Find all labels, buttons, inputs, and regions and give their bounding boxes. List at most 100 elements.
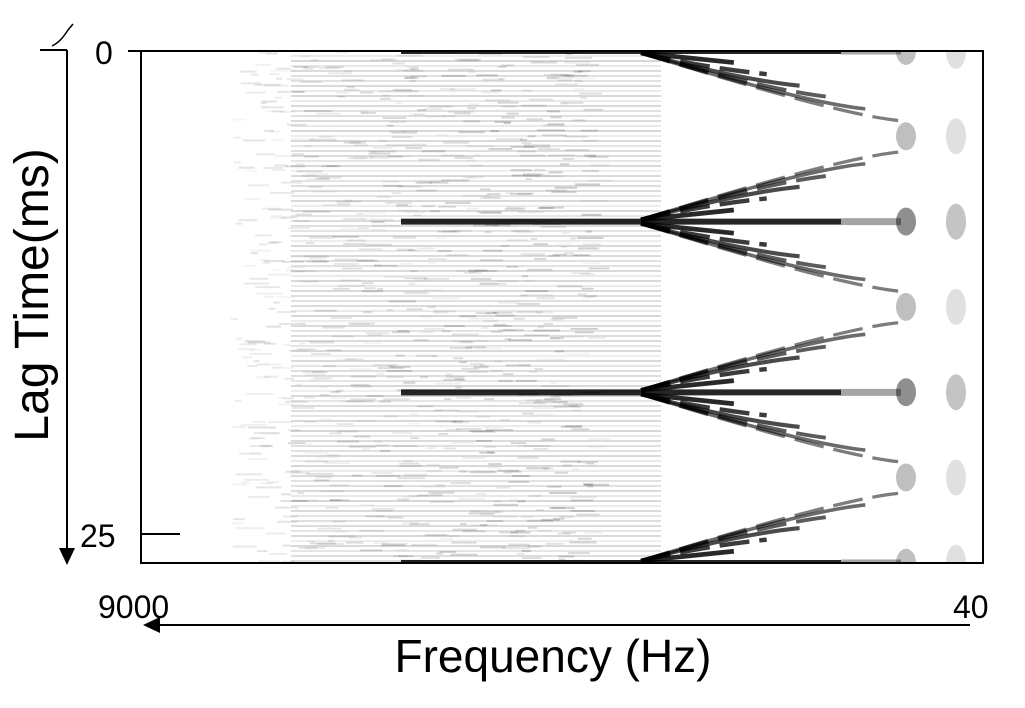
- noise-streak: [290, 255, 303, 258]
- noise-streak: [540, 225, 567, 228]
- noise-streak: [387, 155, 411, 158]
- noise-streak: [558, 555, 575, 558]
- noise-streak: [417, 180, 441, 183]
- noise-streak: [420, 331, 433, 334]
- noise-streak: [508, 535, 526, 538]
- noise-streak: [421, 556, 440, 559]
- noise-streak: [431, 297, 460, 300]
- noise-streak: [350, 323, 371, 326]
- noise-streak: [251, 249, 271, 252]
- noise-streak: [389, 121, 407, 124]
- noise-streak: [404, 277, 428, 280]
- noise-streak: [479, 197, 502, 200]
- noise-streak: [580, 129, 598, 132]
- noise-streak: [577, 155, 596, 158]
- noise-streak: [466, 145, 494, 148]
- noise-streak: [401, 496, 418, 499]
- noise-streak: [385, 143, 413, 146]
- noise-streak: [343, 243, 366, 245]
- noise-streak: [383, 415, 398, 418]
- noise-streak: [473, 366, 489, 369]
- noise-streak: [550, 73, 571, 76]
- noise-streak: [406, 308, 423, 311]
- noise-streak: [476, 492, 487, 495]
- noise-streak: [564, 149, 590, 151]
- noise-streak: [543, 124, 566, 127]
- noise-streak: [250, 73, 259, 76]
- noise-streak: [484, 398, 494, 401]
- noise-streak: [334, 530, 347, 533]
- noise-streak: [410, 413, 417, 416]
- noise-streak: [315, 177, 330, 180]
- noise-streak: [312, 371, 325, 374]
- noise-streak: [244, 478, 270, 481]
- noise-streak: [479, 282, 499, 285]
- noise-streak: [309, 257, 327, 260]
- noise-streak: [580, 96, 587, 99]
- noise-streak: [468, 512, 495, 515]
- noise-streak: [310, 59, 319, 62]
- noise-streak: [484, 231, 492, 234]
- noise-streak: [486, 466, 503, 469]
- noise-streak: [286, 269, 295, 272]
- noise-streak: [399, 462, 420, 465]
- noise-streak: [510, 498, 517, 501]
- noise-streak: [336, 423, 354, 426]
- noise-streak: [288, 227, 310, 230]
- noise-streak: [254, 83, 281, 86]
- noise-streak: [310, 542, 336, 545]
- noise-streak: [392, 555, 408, 558]
- noise-streak: [444, 398, 452, 401]
- noise-streak: [443, 325, 465, 328]
- noise-streak: [506, 265, 518, 268]
- noise-streak: [312, 260, 329, 263]
- noise-streak: [353, 143, 368, 146]
- noise-streak: [571, 428, 590, 431]
- noise-streak: [467, 176, 476, 179]
- noise-streak: [521, 516, 534, 518]
- noise-streak: [396, 102, 403, 105]
- noise-streak: [490, 369, 503, 372]
- noise-streak: [521, 89, 533, 92]
- noise-streak: [546, 110, 560, 113]
- noise-streak: [275, 506, 298, 509]
- noise-streak: [272, 366, 295, 369]
- noise-streak: [582, 296, 594, 299]
- noise-streak: [317, 527, 342, 530]
- noise-streak: [552, 316, 578, 319]
- noise-streak: [285, 470, 300, 473]
- noise-streak: [358, 227, 369, 230]
- noise-streak: [265, 532, 286, 535]
- noise-streak: [537, 148, 561, 151]
- noise-streak: [446, 428, 461, 431]
- noise-streak: [515, 529, 525, 532]
- noise-streak: [527, 519, 554, 522]
- noise-streak: [564, 252, 575, 255]
- noise-streak: [393, 236, 417, 239]
- noise-streak: [303, 255, 329, 258]
- fan-branch-upper: [640, 51, 833, 100]
- noise-streak: [534, 368, 543, 370]
- fan-branch-lower: [640, 343, 833, 393]
- noise-streak: [432, 311, 449, 314]
- noise-streak: [543, 322, 554, 325]
- noise-streak: [239, 424, 267, 427]
- noise-streak: [416, 494, 443, 497]
- noise-streak: [303, 67, 314, 70]
- noise-streak: [482, 78, 504, 81]
- noise-streak: [359, 504, 375, 506]
- noise-streak: [436, 133, 448, 136]
- noise-streak: [587, 179, 613, 182]
- noise-streak: [473, 224, 499, 227]
- noise-streak: [521, 142, 532, 145]
- noise-streak: [456, 59, 481, 62]
- noise-streak: [298, 547, 318, 549]
- noise-streak: [379, 212, 386, 214]
- noise-streak: [276, 90, 305, 93]
- noise-streak: [365, 332, 390, 335]
- noise-streak: [527, 545, 541, 548]
- noise-streak: [344, 88, 360, 91]
- noise-streak: [494, 360, 502, 363]
- noise-streak: [282, 260, 305, 263]
- noise-streak: [330, 391, 341, 394]
